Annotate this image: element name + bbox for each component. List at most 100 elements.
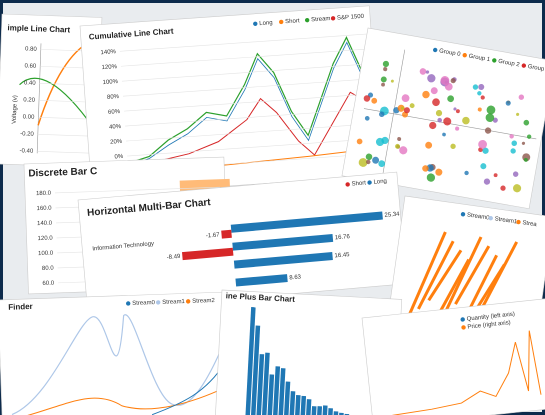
scatter-point [464,170,469,176]
value-label: 25.34 [384,212,400,219]
scatter-point [358,158,368,167]
line [129,36,365,164]
scatter-point [372,156,380,164]
bar [245,307,256,415]
scatter-point [378,160,386,168]
scatter-point [425,141,433,149]
grid-line [119,33,367,52]
scatter-point [399,146,408,155]
bar [221,229,232,239]
line [12,386,227,415]
y-tick-label: 80% [107,94,120,101]
scatter-point [390,79,394,83]
scatter-point [477,107,482,112]
legend-swatch [460,317,465,322]
legend-swatch [521,63,527,68]
scatter-point [383,67,388,72]
legend-swatch [126,301,131,306]
scatter-point [510,148,516,154]
bar [311,406,317,415]
y-tick-label: 40% [109,124,122,131]
y-tick-label: 180.0 [36,191,52,198]
scatter-point [500,185,506,191]
scatter-point [455,109,460,114]
scatter-point [426,173,436,182]
bar [230,211,383,233]
y-tick-label: 60.0 [42,281,55,287]
scatter-point [430,87,438,95]
legend-swatch [330,16,336,21]
legend-label: S&P 1500 [337,14,365,22]
scatter-point [371,97,378,104]
scatter-point [478,139,487,149]
legend-label: Group 2 [498,59,521,69]
legend-swatch [462,53,467,58]
legend-swatch [155,300,161,305]
bar [454,245,491,305]
y-tick-label: 0.80 [25,46,38,52]
bar [417,240,455,310]
line-plus-bar-card: ine Plus Bar Chart [214,289,403,415]
legend-swatch [279,19,284,25]
scatter-point [521,141,526,145]
category-label: Information Technology [92,241,154,252]
scatter-point [472,84,479,90]
scatter-point [397,137,402,141]
y-tick-label: -0.40 [19,148,34,154]
card-title: Finder [8,302,33,312]
legend-label: Strea [522,220,538,228]
grid-line [120,48,368,67]
legend-label: Stream1 [494,216,518,225]
value-label: 16.76 [335,234,351,241]
scatter-point [382,60,390,68]
legend-label: Long [259,20,273,27]
scatter-point [425,70,430,74]
grid-line [55,186,220,194]
scatter-point [403,107,410,114]
horizontal-multibar-card: Horizontal Multi-Bar Chart Information T… [77,171,407,312]
bar [272,366,281,415]
legend-swatch [461,325,466,330]
y-tick-label: 100% [102,79,118,86]
scatter-point [486,105,496,115]
bar [232,233,334,251]
finder-card: Finder Stream0 Stream1 Stream2 [0,291,243,415]
scatter-point [444,82,453,91]
legend-swatch [185,299,191,304]
bar [278,368,286,415]
bar [256,354,265,415]
scatter-point [395,143,400,149]
simple-line-card: imple Line Chart Voltage (v) 0.80 0.60 0.4… [0,13,103,168]
legend-label: Stream0 [466,212,490,221]
scatter-point [450,78,456,84]
scatter-point [427,74,436,83]
legend-label: Quantity (left axis) [466,312,515,323]
scatter-point [400,106,405,110]
scatter-point [381,82,385,87]
scatter-point [462,116,470,125]
price-card: Quantity (left axis)Price (right axis) [361,297,545,415]
scatter-point [375,137,385,147]
legend-label: Stream2 [192,298,216,305]
grid-line [37,134,96,137]
scatter-point [455,126,460,131]
scatter-point [364,115,370,121]
bar [333,411,339,415]
cumulative-card: Cumulative Line Chart 140%120%100%80%60%… [79,5,382,196]
line [129,91,367,169]
scatter-point [437,117,442,123]
scatter-point [429,121,437,130]
y-tick-label: 140% [100,49,116,56]
line [129,41,365,166]
scatter-point [422,90,430,99]
bar [267,374,275,415]
grid-line [126,123,373,142]
legend-label: Short [285,18,300,25]
legend-label: Short [351,180,366,187]
bar [322,405,328,415]
y-tick-label: 140.0 [37,221,53,228]
scatter-point [365,153,373,161]
y-tick-label: 20% [110,139,123,146]
axis [381,49,406,178]
